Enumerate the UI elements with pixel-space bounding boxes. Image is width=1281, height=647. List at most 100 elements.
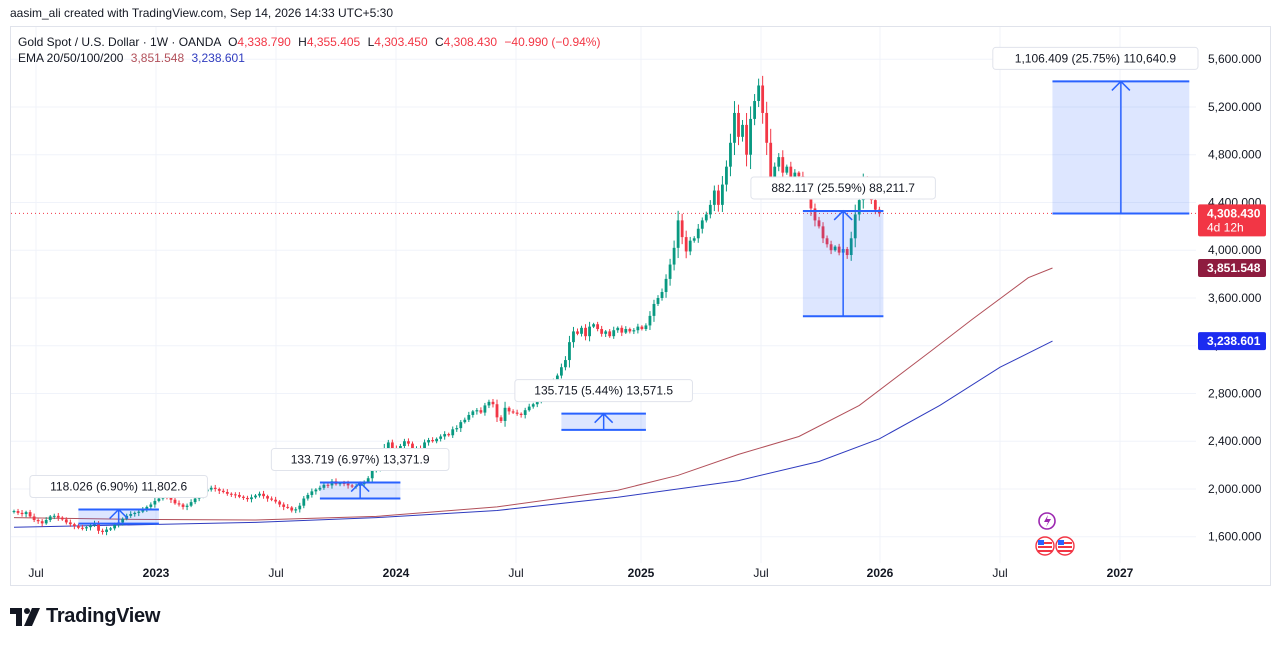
- candle-up: [403, 438, 406, 449]
- price-range-measure[interactable]: 882.117 (25.59%) 88,211.7: [750, 176, 936, 318]
- candle-down: [350, 483, 354, 489]
- y-tick-label: 2,000.000: [1208, 482, 1262, 496]
- candle-body: [676, 220, 680, 248]
- candle-body: [487, 401, 491, 406]
- candle-body: [475, 410, 479, 412]
- candle-down: [511, 409, 515, 415]
- candle-up: [483, 402, 487, 416]
- candle-down: [507, 406, 511, 415]
- candle-body: [620, 327, 624, 333]
- candle-up: [644, 323, 648, 332]
- candle-up: [688, 236, 692, 256]
- candle-down: [28, 509, 32, 518]
- measure-tools[interactable]: 118.026 (6.90%) 11,802.6 133.719 (6.97%) …: [29, 46, 1199, 525]
- price-badge-countdown: 4d 12h: [1207, 220, 1244, 234]
- candle-body: [411, 443, 414, 450]
- candle-body: [250, 497, 253, 500]
- candle-body: [700, 220, 704, 229]
- candle-body: [555, 375, 559, 382]
- candle-body: [471, 411, 475, 415]
- x-tick-label: 2024: [383, 566, 410, 580]
- candle-body: [298, 505, 302, 510]
- candle-body: [692, 238, 696, 241]
- candle-up: [310, 488, 314, 498]
- candle-up: [708, 200, 712, 219]
- candle-body: [757, 85, 761, 102]
- ema-legend-row[interactable]: EMA 20/50/100/200 3,851.548 3,238.601: [18, 50, 600, 66]
- candle-up: [24, 510, 28, 518]
- candle-body: [491, 401, 495, 405]
- candle-up: [753, 94, 756, 126]
- candle-up: [696, 223, 700, 243]
- candle-up: [129, 511, 133, 518]
- candle-up: [568, 335, 571, 368]
- candle-up: [712, 185, 716, 212]
- measure-label: 882.117 (25.59%) 88,211.7: [771, 181, 915, 195]
- event-icons[interactable]: [1035, 512, 1075, 556]
- candle-down: [286, 504, 290, 509]
- candle-body: [793, 172, 797, 179]
- candle-up: [85, 525, 88, 532]
- candle-body: [193, 498, 197, 503]
- candle-body: [640, 326, 644, 330]
- candle-up: [833, 245, 837, 252]
- candle-body: [101, 530, 104, 532]
- price-range-measure[interactable]: 133.719 (6.97%) 13,371.9: [270, 448, 450, 500]
- price-range-measure[interactable]: 1,106.409 (25.75%) 110,640.9: [992, 46, 1199, 215]
- candle-body: [503, 407, 507, 421]
- candle-down: [229, 492, 233, 497]
- candle-body: [246, 497, 249, 500]
- candle-down: [479, 407, 483, 415]
- candle-body: [616, 327, 620, 331]
- candle-body: [145, 506, 149, 510]
- x-tick-label: 2023: [143, 566, 170, 580]
- candle-down: [60, 516, 64, 521]
- chart-legend[interactable]: Gold Spot / U.S. Dollar · 1W · OANDA O4,…: [18, 34, 600, 66]
- us-flag-event-icon[interactable]: [1035, 536, 1055, 556]
- candle-body: [664, 278, 668, 293]
- time-axis[interactable]: Jul 2023 Jul 2024 Jul 2025 Jul 2026 Jul 2027: [28, 566, 1133, 580]
- symbol-legend-row[interactable]: Gold Spot / U.S. Dollar · 1W · OANDA O4,…: [18, 34, 600, 50]
- candle-up: [254, 494, 257, 499]
- ema-200-line: [13, 340, 1053, 528]
- dividend-event-icon[interactable]: [1038, 512, 1056, 530]
- price-range-measure[interactable]: 118.026 (6.90%) 11,802.6: [29, 475, 208, 525]
- candle-body: [286, 506, 290, 508]
- candle-body: [64, 519, 68, 523]
- candle-up: [12, 509, 16, 514]
- candle-up: [604, 329, 608, 338]
- price-axis[interactable]: 1,600.0002,000.0002,400.0002,800.0003,20…: [1208, 52, 1262, 544]
- candle-body: [181, 504, 185, 507]
- candle-body: [729, 142, 732, 167]
- measure-arrow-head: [1111, 80, 1131, 91]
- us-flag-event-icon[interactable]: [1055, 536, 1075, 556]
- candle-up: [700, 217, 704, 234]
- candle-body: [857, 200, 861, 215]
- measure-label-box: [29, 475, 208, 499]
- candle-down: [32, 513, 36, 523]
- candle-up: [749, 106, 752, 170]
- candle-body: [310, 491, 314, 495]
- candle-body: [81, 527, 84, 529]
- candle-body: [628, 329, 632, 332]
- candle-up: [487, 399, 491, 409]
- measure-label: 133.719 (6.97%) 13,371.9: [291, 453, 430, 467]
- candle-down: [515, 409, 519, 416]
- candle-up: [52, 513, 56, 520]
- open-label: O: [228, 35, 238, 49]
- y-tick-label: 4,000.000: [1208, 243, 1262, 257]
- price-range-measure[interactable]: 135.715 (5.44%) 13,571.5: [514, 379, 693, 431]
- candle-body: [443, 434, 447, 437]
- candle-body: [608, 331, 612, 337]
- candle-up: [616, 326, 620, 333]
- tradingview-brand[interactable]: TradingView: [10, 605, 160, 628]
- x-tick-label: Jul: [268, 566, 283, 580]
- candle-body: [278, 501, 282, 505]
- close-label: C: [434, 35, 444, 49]
- candle-body: [680, 220, 684, 238]
- candle-down: [233, 492, 237, 499]
- candle-down: [16, 508, 20, 515]
- candle-body: [632, 330, 636, 332]
- candle-up: [588, 321, 591, 342]
